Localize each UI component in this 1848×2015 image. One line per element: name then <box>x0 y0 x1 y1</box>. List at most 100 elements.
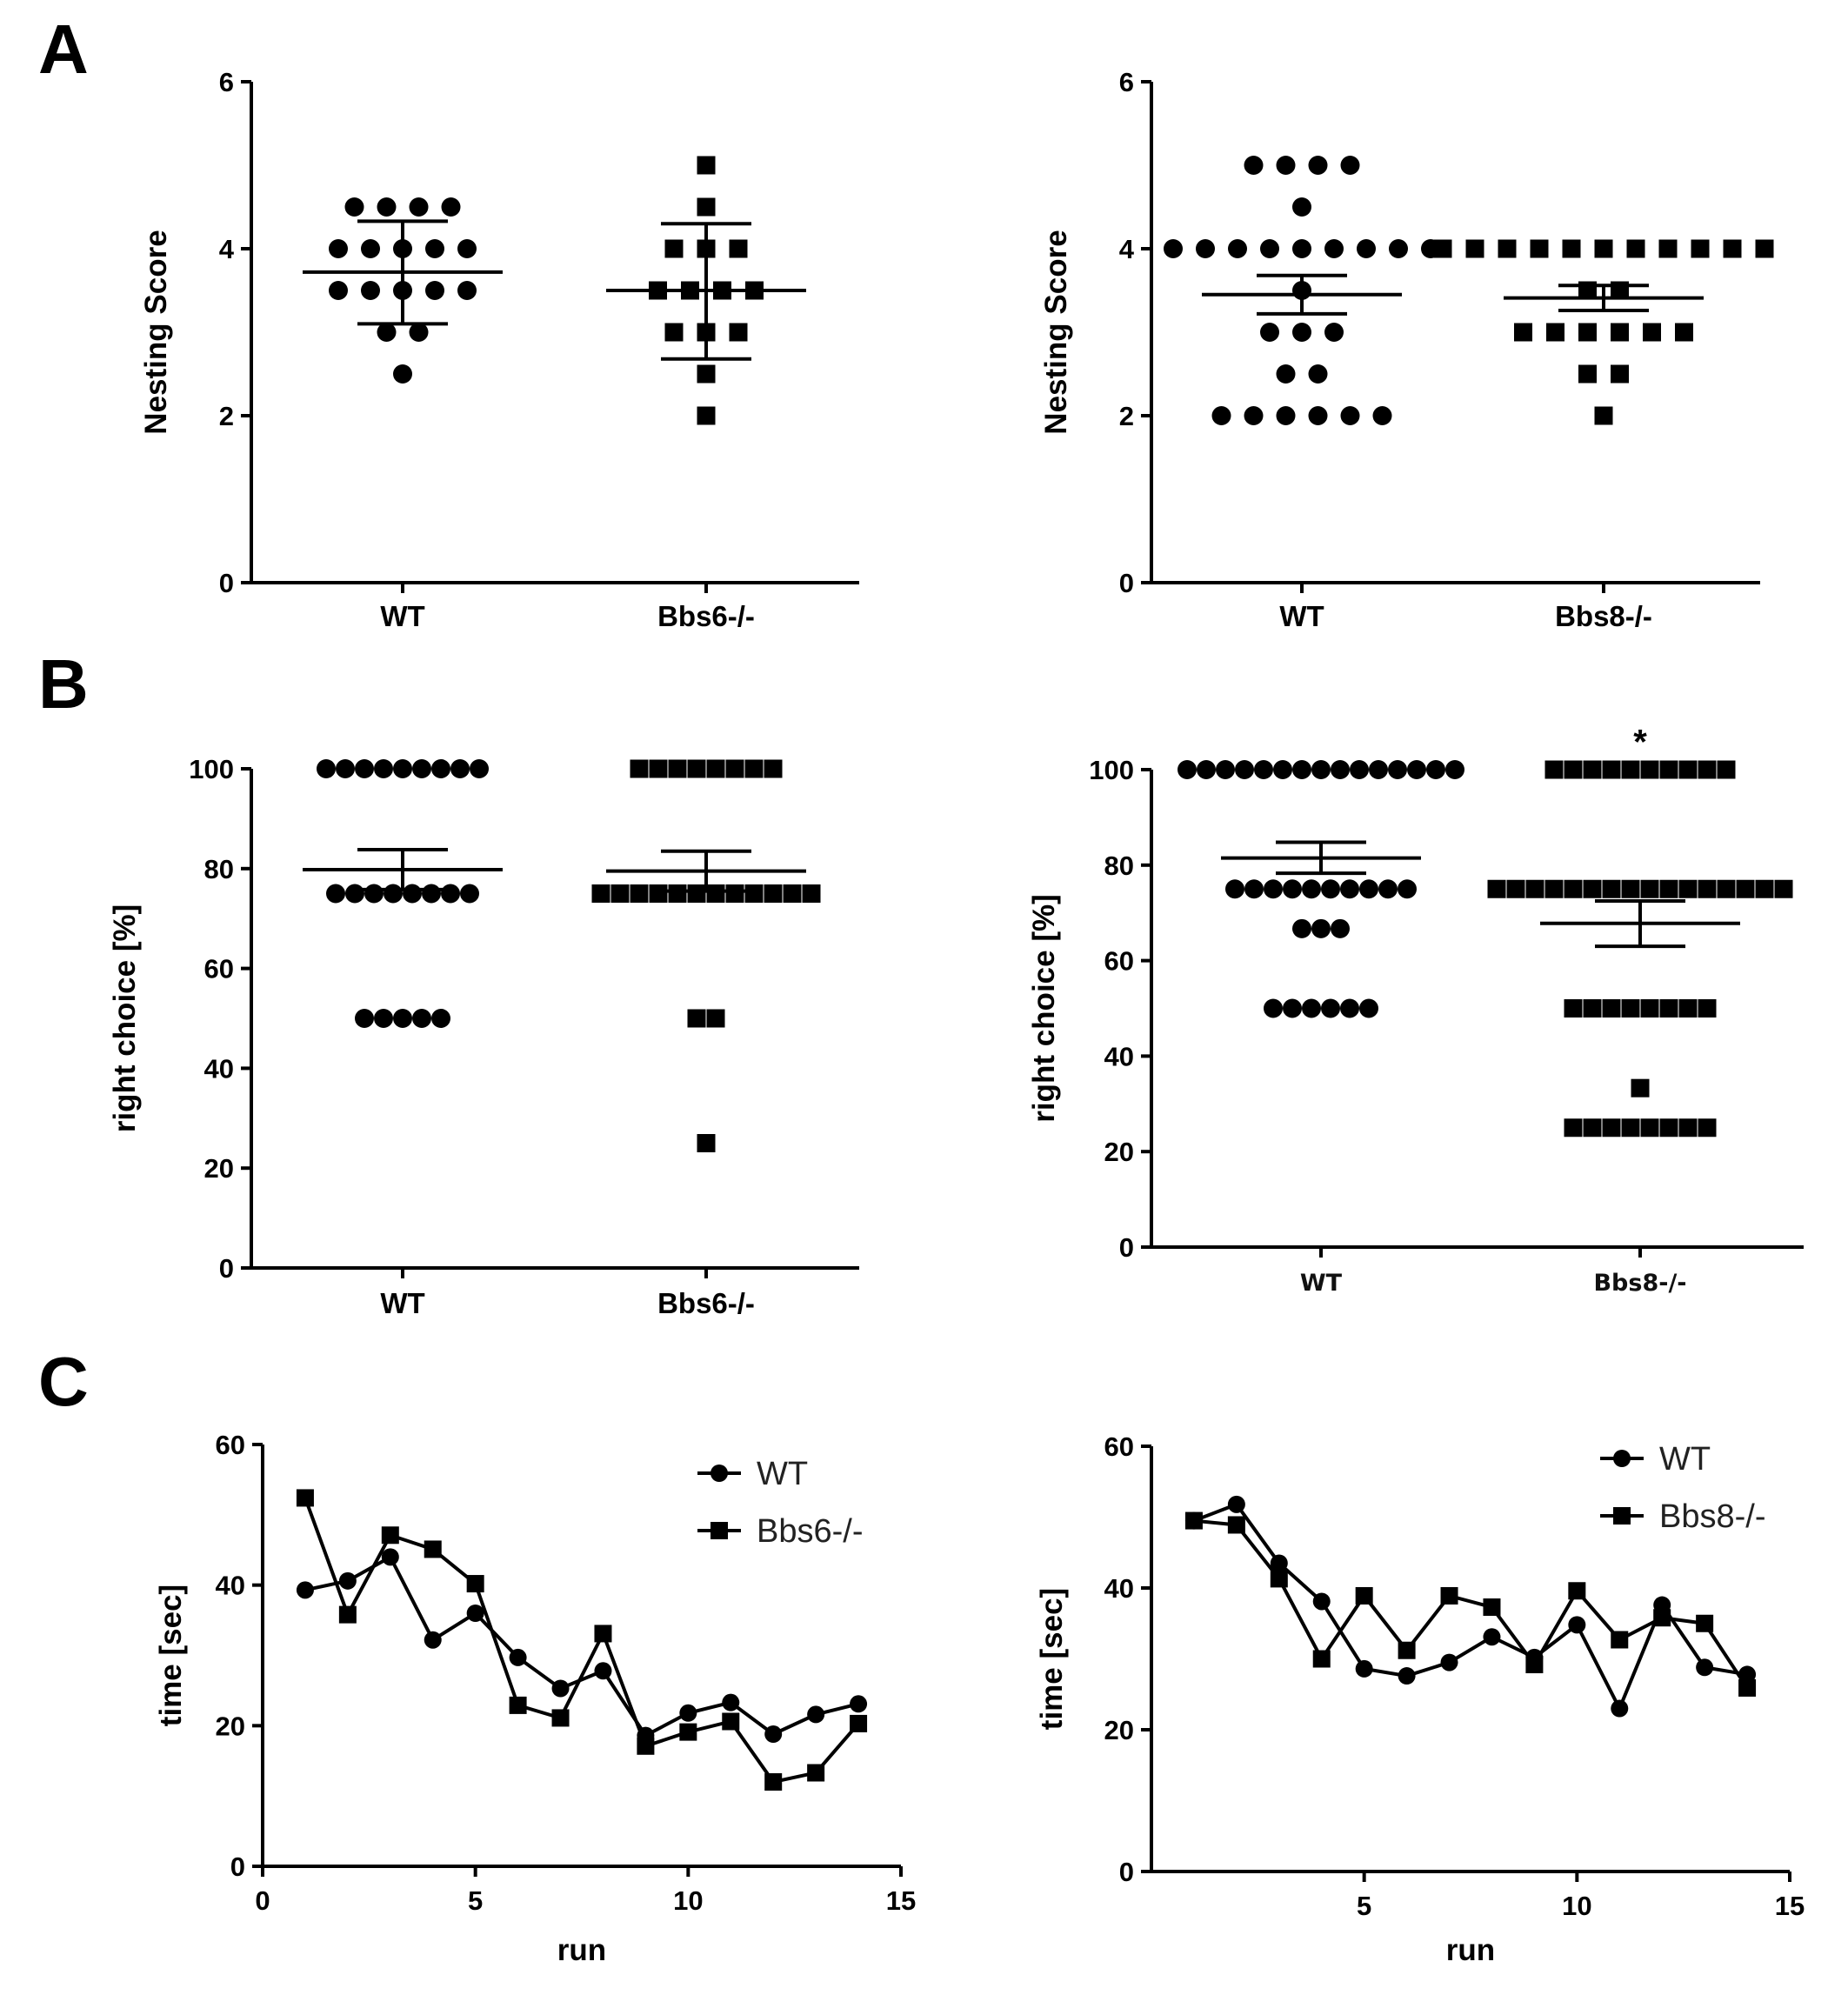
category-label: Bbs6-/- <box>657 600 755 632</box>
data-point-circle <box>1483 1628 1501 1646</box>
data-point-circle <box>1321 879 1340 899</box>
data-point-circle <box>441 884 460 904</box>
y-axis-title: time [sec] <box>1035 1588 1069 1730</box>
panel-letter-c: C <box>38 1343 89 1420</box>
data-point-circle <box>1227 1495 1245 1513</box>
x-tick-label: 15 <box>1775 1891 1805 1921</box>
y-tick-label: 20 <box>204 1153 234 1184</box>
data-point-circle <box>1568 1616 1586 1634</box>
data-point-square <box>1564 879 1583 898</box>
data-point-square <box>1611 323 1629 342</box>
data-point-circle <box>1369 760 1388 779</box>
data-point-square <box>1755 879 1774 898</box>
data-point-square <box>783 884 802 903</box>
data-point-circle <box>1389 239 1408 258</box>
data-point-square <box>1483 1598 1501 1617</box>
x-tick-label: 0 <box>255 1885 270 1916</box>
panel-letter-b: B <box>38 645 89 723</box>
data-point-square <box>1640 760 1659 779</box>
data-point-circle <box>329 281 348 300</box>
data-point-circle <box>1235 760 1254 779</box>
data-point-square <box>338 1605 357 1624</box>
data-point-circle <box>344 197 364 217</box>
data-point-square <box>424 1540 442 1558</box>
data-point-circle <box>355 1009 374 1028</box>
y-tick-label: 4 <box>219 234 235 264</box>
data-point-circle <box>1264 998 1283 1018</box>
data-point-circle <box>425 239 444 258</box>
data-point-square <box>744 759 764 778</box>
data-point-circle <box>364 884 384 904</box>
y-axis-title: right choice [%] <box>1027 894 1061 1123</box>
data-point-circle <box>1196 239 1215 258</box>
category-label: WT <box>380 1287 424 1319</box>
significance-asterisk: * <box>1633 724 1647 762</box>
data-point-square <box>1583 879 1602 898</box>
data-point-square <box>1602 999 1621 1018</box>
data-point-square <box>679 1723 697 1741</box>
data-point-circle <box>594 1662 612 1680</box>
data-point-square <box>1562 239 1581 258</box>
data-point-circle <box>1311 760 1331 779</box>
data-point-square <box>1659 760 1678 779</box>
data-point-circle <box>1225 879 1244 899</box>
data-point-square <box>1544 879 1564 898</box>
data-point-square <box>1530 239 1549 258</box>
data-point-circle <box>850 1695 868 1713</box>
data-point-circle <box>1292 323 1311 342</box>
data-point-circle <box>1260 239 1279 258</box>
data-point-circle <box>1302 879 1321 899</box>
data-point-square <box>1698 760 1717 779</box>
y-tick-label: 20 <box>216 1711 245 1741</box>
data-point-circle <box>409 197 429 217</box>
data-point-circle <box>1372 406 1392 425</box>
data-point-circle <box>1357 239 1376 258</box>
data-point-circle <box>1276 406 1296 425</box>
data-point-square <box>1621 879 1640 898</box>
y-axis-title: right choice [%] <box>108 904 142 1133</box>
data-point-square <box>1355 1586 1373 1605</box>
y-tick-label: 20 <box>1104 1715 1134 1745</box>
data-point-square <box>1578 323 1597 342</box>
data-point-square <box>1698 999 1717 1018</box>
category-label: Bbs8-/- <box>1593 1270 1686 1297</box>
data-point-square <box>744 884 764 903</box>
data-point-square <box>1678 879 1698 898</box>
x-tick-label: 10 <box>1562 1891 1591 1921</box>
chart-c-left: 0 20 40 60 time [sec] 0 5 10 15 run WT Bbs6-/- <box>154 1430 916 1967</box>
data-point-square <box>1514 323 1532 342</box>
data-point-circle <box>1312 1592 1331 1611</box>
data-point-circle <box>551 1679 570 1698</box>
data-point-square <box>1583 1118 1602 1138</box>
data-point-circle <box>1292 197 1311 217</box>
data-point-square <box>1602 1118 1621 1138</box>
data-point-square <box>1602 760 1621 779</box>
data-point-square <box>664 323 684 342</box>
data-point-square <box>1564 999 1583 1018</box>
data-point-circle <box>1426 760 1445 779</box>
data-point-square <box>1698 879 1717 898</box>
data-point-square <box>668 759 687 778</box>
data-point-square <box>1564 1118 1583 1138</box>
legend-marker-circle <box>1613 1450 1631 1467</box>
data-point-circle <box>425 281 444 300</box>
data-point-square <box>850 1714 868 1732</box>
data-point-square <box>1658 239 1678 258</box>
data-point-circle <box>1308 364 1328 384</box>
data-point-square <box>807 1764 825 1782</box>
data-point-square <box>1678 1118 1698 1138</box>
data-point-circle <box>1398 1667 1416 1685</box>
category-label: WT <box>380 600 424 632</box>
y-tick-label: 60 <box>1104 946 1134 977</box>
data-point-circle <box>1696 1658 1714 1677</box>
data-point-circle <box>431 1009 450 1028</box>
data-point-square <box>1440 1586 1458 1605</box>
data-point-square <box>764 1773 783 1791</box>
data-point-square <box>381 1526 399 1545</box>
chart-b-left: 0 20 40 60 80 100 right choice [%] WT Bbs6-/- <box>108 754 859 1319</box>
data-point-square <box>706 884 725 903</box>
data-point-square <box>1723 239 1742 258</box>
data-point-circle <box>807 1705 825 1724</box>
data-point-circle <box>1308 406 1328 425</box>
y-tick-label: 40 <box>1104 1041 1134 1071</box>
